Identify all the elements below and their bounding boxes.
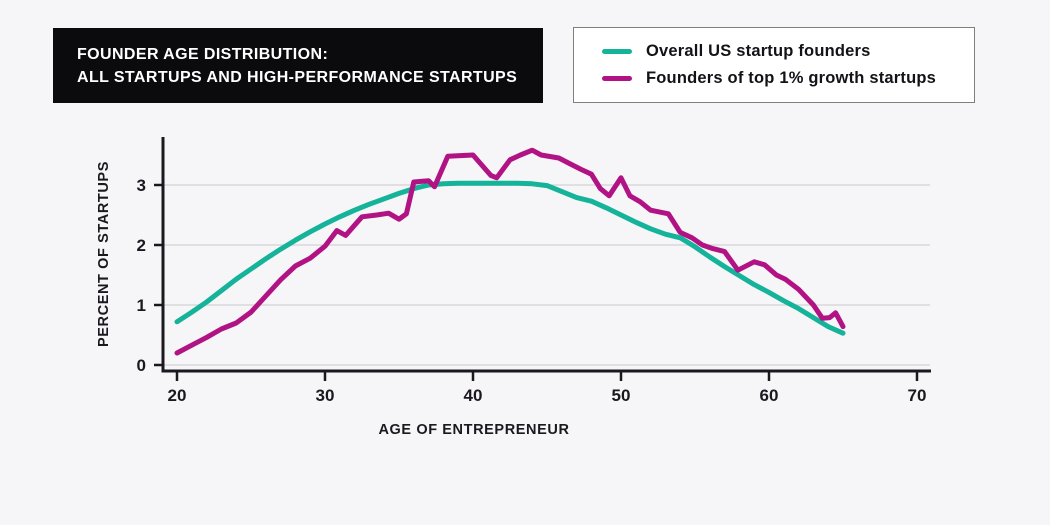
x-tick-label-50: 50 [612, 386, 631, 405]
legend-item-top1pct: Founders of top 1% growth startups [602, 69, 974, 88]
chart-title-block: FOUNDER AGE DISTRIBUTION: ALL STARTUPS A… [53, 28, 543, 103]
chart-title-line1: FOUNDER AGE DISTRIBUTION: [77, 45, 329, 63]
legend-label: Overall US startup founders [646, 42, 871, 60]
series-line-overall [174, 180, 846, 336]
y-tick-label-3: 3 [137, 176, 146, 195]
axes [161, 137, 931, 373]
tick-marks [154, 183, 919, 381]
y-tick-label-2: 2 [137, 236, 146, 255]
tick-labels: 0 1 2 3 20 30 40 50 60 70 [137, 176, 927, 405]
x-tick-label-60: 60 [760, 386, 779, 405]
y-axis-title: PERCENT OF STARTUPS [96, 161, 112, 347]
x-tick-label-30: 30 [316, 386, 335, 405]
chart-title-line2: ALL STARTUPS AND HIGH-PERFORMANCE STARTU… [77, 68, 518, 86]
series-lines [174, 147, 846, 356]
legend-line-swatch-teal-icon [602, 49, 632, 54]
legend-line-swatch-magenta-icon [602, 76, 632, 81]
x-axis-title: AGE OF ENTREPRENEUR [378, 422, 569, 438]
y-tick-label-1: 1 [137, 296, 146, 315]
legend: Overall US startup founders Founders of … [573, 27, 975, 103]
y-tick-label-0: 0 [137, 356, 146, 375]
x-tick-label-20: 20 [168, 386, 187, 405]
legend-label: Founders of top 1% growth startups [646, 69, 937, 87]
x-tick-label-40: 40 [464, 386, 483, 405]
x-tick-label-70: 70 [908, 386, 927, 405]
axis-titles: AGE OF ENTREPRENEUR PERCENT OF STARTUPS [96, 161, 569, 438]
series-line-top1pct [174, 147, 846, 356]
legend-item-overall: Overall US startup founders [602, 42, 974, 61]
gridlines [163, 184, 930, 366]
